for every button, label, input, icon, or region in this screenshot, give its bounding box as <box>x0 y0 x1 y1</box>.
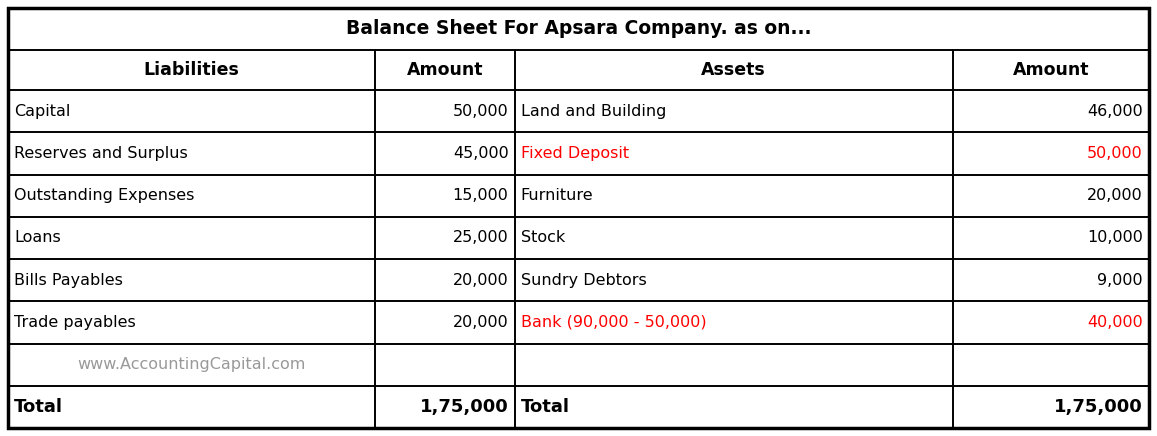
Text: Liabilities: Liabilities <box>143 61 239 79</box>
Bar <box>375 132 515 174</box>
Text: 20,000: 20,000 <box>452 272 509 288</box>
Text: Trade payables: Trade payables <box>14 315 135 330</box>
Bar <box>952 259 1149 301</box>
Text: Total: Total <box>521 398 569 416</box>
Bar <box>375 386 515 428</box>
Text: 40,000: 40,000 <box>1088 315 1143 330</box>
Bar <box>375 90 515 132</box>
Bar <box>515 50 952 90</box>
Bar <box>515 90 952 132</box>
Bar <box>8 132 375 174</box>
Bar <box>515 217 952 259</box>
Bar <box>375 217 515 259</box>
Text: Sundry Debtors: Sundry Debtors <box>521 272 647 288</box>
Bar <box>952 132 1149 174</box>
Text: Outstanding Expenses: Outstanding Expenses <box>14 188 194 203</box>
Text: www.AccountingCapital.com: www.AccountingCapital.com <box>78 357 305 372</box>
Bar <box>8 301 375 344</box>
Text: 15,000: 15,000 <box>452 188 509 203</box>
Text: 9,000: 9,000 <box>1097 272 1143 288</box>
Text: Amount: Amount <box>407 61 484 79</box>
Bar <box>515 301 952 344</box>
Text: Fixed Deposit: Fixed Deposit <box>521 146 628 161</box>
Bar <box>8 174 375 217</box>
Bar <box>515 386 952 428</box>
Text: 20,000: 20,000 <box>452 315 509 330</box>
Text: 1,75,000: 1,75,000 <box>1054 398 1143 416</box>
Text: Loans: Loans <box>14 230 61 245</box>
Bar <box>375 259 515 301</box>
Text: Balance Sheet For Apsara Company. as on...: Balance Sheet For Apsara Company. as on.… <box>346 20 811 38</box>
Bar <box>375 50 515 90</box>
Bar <box>8 217 375 259</box>
Text: Amount: Amount <box>1012 61 1089 79</box>
Text: 20,000: 20,000 <box>1088 188 1143 203</box>
Bar <box>375 301 515 344</box>
Bar <box>8 50 375 90</box>
Text: Bank (90,000 - 50,000): Bank (90,000 - 50,000) <box>521 315 706 330</box>
Text: Land and Building: Land and Building <box>521 104 666 119</box>
Bar <box>8 8 1149 50</box>
Bar <box>8 259 375 301</box>
Text: Reserves and Surplus: Reserves and Surplus <box>14 146 187 161</box>
Bar <box>8 90 375 132</box>
Bar <box>8 386 375 428</box>
Bar <box>952 174 1149 217</box>
Text: Bills Payables: Bills Payables <box>14 272 123 288</box>
Text: Furniture: Furniture <box>521 188 594 203</box>
Text: 25,000: 25,000 <box>452 230 509 245</box>
Bar <box>375 174 515 217</box>
Text: Capital: Capital <box>14 104 71 119</box>
Text: Stock: Stock <box>521 230 565 245</box>
Text: 10,000: 10,000 <box>1088 230 1143 245</box>
Bar <box>8 344 375 386</box>
Text: 46,000: 46,000 <box>1088 104 1143 119</box>
Text: 1,75,000: 1,75,000 <box>420 398 509 416</box>
Text: 50,000: 50,000 <box>452 104 509 119</box>
Bar <box>952 90 1149 132</box>
Bar <box>952 50 1149 90</box>
Bar <box>375 344 515 386</box>
Bar <box>515 174 952 217</box>
Bar <box>952 217 1149 259</box>
Bar <box>952 301 1149 344</box>
Text: 45,000: 45,000 <box>452 146 509 161</box>
Bar <box>515 132 952 174</box>
Bar <box>952 386 1149 428</box>
Bar <box>515 259 952 301</box>
Bar <box>515 344 952 386</box>
Text: 50,000: 50,000 <box>1088 146 1143 161</box>
Text: Assets: Assets <box>701 61 766 79</box>
Bar <box>952 344 1149 386</box>
Text: Total: Total <box>14 398 62 416</box>
